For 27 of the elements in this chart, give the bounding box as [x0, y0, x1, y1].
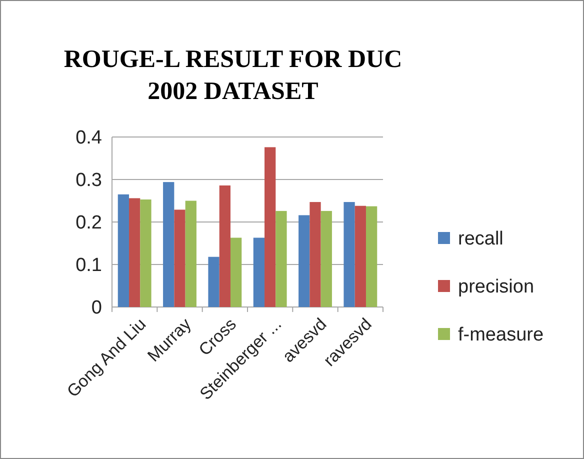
bar [253, 238, 265, 307]
bar [219, 185, 230, 307]
chart-title: ROUGE-L RESULT FOR DUC 2002 DATASET [64, 46, 402, 105]
bar [174, 210, 186, 307]
y-tick-label: 0.2 [76, 212, 102, 234]
legend-label: precision [458, 276, 534, 298]
bar [118, 194, 130, 307]
bar [366, 206, 378, 307]
y-tick-label: 0.1 [76, 255, 102, 276]
bar [140, 199, 152, 307]
bar [230, 238, 242, 307]
y-tick-label: 0.3 [76, 170, 102, 192]
bar [320, 210, 332, 307]
bar [298, 215, 310, 307]
bar [276, 210, 287, 307]
y-tick-label: 0 [91, 298, 102, 319]
bar [208, 256, 220, 307]
y-tick-label: 0.4 [76, 128, 102, 149]
bar [264, 147, 276, 307]
bar [354, 206, 366, 307]
bar [344, 202, 355, 307]
bar [310, 202, 321, 307]
bar [185, 200, 196, 307]
legend-label: recall [458, 228, 504, 250]
bar [129, 198, 140, 307]
legend-label: f-measure [458, 324, 544, 346]
bar [163, 182, 174, 307]
